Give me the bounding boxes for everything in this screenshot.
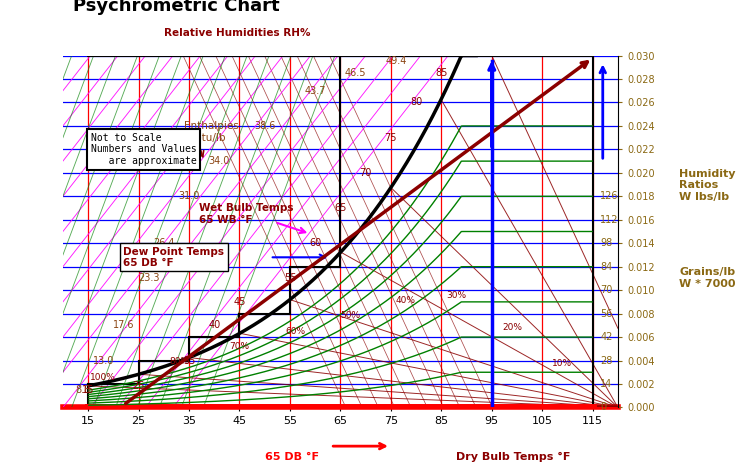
Text: 14: 14: [600, 379, 613, 389]
Text: 75: 75: [385, 133, 397, 143]
Text: 40: 40: [208, 320, 221, 330]
Text: 55: 55: [283, 274, 296, 283]
Text: 98: 98: [600, 238, 613, 248]
Text: 65: 65: [334, 203, 346, 213]
Text: 70%: 70%: [229, 342, 249, 351]
Text: 34.0: 34.0: [209, 156, 230, 166]
Text: 70: 70: [600, 285, 613, 295]
Text: Grains/lb
W * 7000: Grains/lb W * 7000: [679, 267, 736, 288]
Text: Enthalpies
H btu/lb: Enthalpies H btu/lb: [184, 121, 239, 143]
Text: 60%: 60%: [285, 327, 305, 336]
Text: 46.5: 46.5: [345, 68, 366, 78]
Text: 10%: 10%: [552, 358, 573, 368]
Text: 45: 45: [233, 297, 246, 307]
Text: 42: 42: [600, 332, 613, 342]
Text: 40%: 40%: [396, 296, 416, 306]
Text: 49.4: 49.4: [386, 56, 406, 66]
Text: 30%: 30%: [446, 291, 466, 300]
Text: 43.7: 43.7: [304, 86, 326, 96]
Text: Dry Bulb Temps °F: Dry Bulb Temps °F: [457, 452, 571, 462]
Text: 13.0: 13.0: [92, 356, 114, 365]
Text: 126: 126: [600, 191, 619, 201]
Text: 26.4: 26.4: [153, 238, 175, 248]
Text: 56: 56: [600, 309, 613, 319]
Text: 38.6: 38.6: [254, 121, 275, 131]
Text: 0: 0: [600, 402, 606, 413]
Text: 25: 25: [132, 382, 145, 391]
Text: 23.3: 23.3: [138, 274, 159, 283]
Text: Wet Bulb Temps
65 WB °F: Wet Bulb Temps 65 WB °F: [199, 203, 294, 225]
Text: 60: 60: [309, 238, 321, 248]
Text: 28: 28: [600, 356, 613, 365]
Text: 85: 85: [435, 68, 448, 78]
Text: 100%: 100%: [90, 373, 115, 382]
Text: 8.8: 8.8: [75, 385, 91, 395]
Text: Psychrometric Chart: Psychrometric Chart: [73, 0, 280, 14]
Text: Dew Point Temps
65 DB °F: Dew Point Temps 65 DB °F: [124, 246, 224, 268]
Text: 80: 80: [410, 98, 423, 107]
Text: 50%: 50%: [340, 311, 360, 320]
Text: 31.0: 31.0: [178, 191, 200, 201]
Text: 80%: 80%: [169, 357, 189, 366]
Text: 84: 84: [600, 262, 613, 272]
Text: 65 DB °F: 65 DB °F: [265, 452, 319, 462]
Text: Humidity
Ratios
W lbs/lb: Humidity Ratios W lbs/lb: [679, 169, 736, 202]
Text: 20%: 20%: [502, 323, 522, 332]
Text: 112: 112: [600, 215, 619, 225]
Text: 70: 70: [360, 168, 371, 178]
Text: 15: 15: [82, 385, 94, 395]
Text: 17.6: 17.6: [112, 320, 134, 330]
Text: Not to Scale
Numbers and Values
   are approximate: Not to Scale Numbers and Values are appr…: [91, 133, 196, 166]
Text: 35: 35: [183, 356, 195, 365]
Text: Relative Humidities RH%: Relative Humidities RH%: [164, 28, 310, 38]
